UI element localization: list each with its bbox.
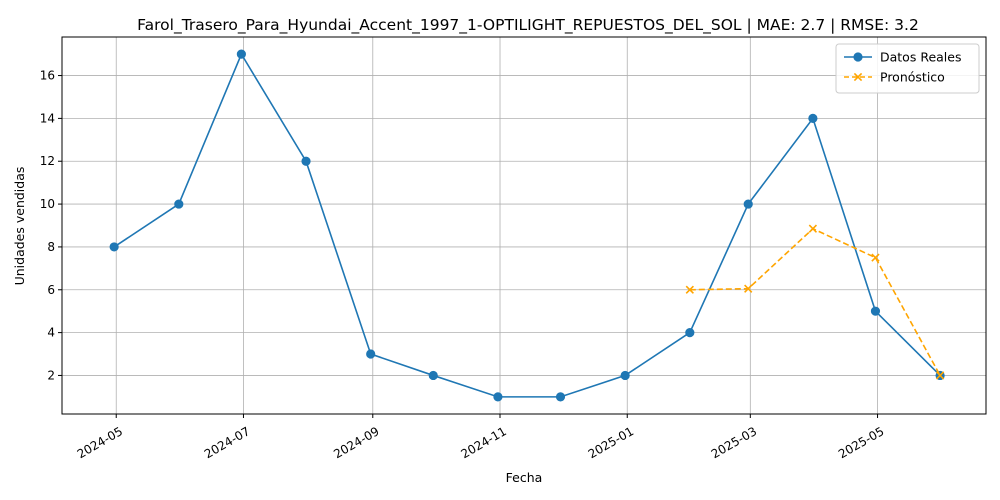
y-tick-label: 12 <box>40 154 55 168</box>
forecast-point <box>808 224 818 233</box>
x-tick-label: 2024-07 <box>202 424 252 461</box>
forecast-point <box>685 285 694 294</box>
legend-item: Datos Reales <box>844 50 961 65</box>
data-point <box>301 156 311 166</box>
y-tick-label: 2 <box>47 368 55 382</box>
y-axis: 2 4 6 8 10 12 14 16 <box>40 69 62 382</box>
data-point <box>428 370 438 381</box>
data-point <box>808 113 818 123</box>
y-tick-label: 6 <box>47 283 55 297</box>
x-tick-label: 2024-05 <box>75 424 125 461</box>
legend-item: Pronóstico <box>844 70 945 85</box>
x-tick-label: 2025-03 <box>709 424 759 461</box>
y-tick-label: 16 <box>40 69 55 83</box>
data-point <box>555 392 566 402</box>
chart-title: Farol_Trasero_Para_Hyundai_Accent_1997_1… <box>137 16 919 35</box>
forecast-point <box>871 253 880 262</box>
legend: Datos Reales Pronóstico <box>835 43 980 94</box>
x-tick-label: 2025-05 <box>836 424 886 461</box>
series-actual <box>109 49 945 402</box>
legend-label: Pronóstico <box>880 70 945 85</box>
data-point <box>743 199 753 209</box>
data-point <box>174 199 184 209</box>
y-axis-label: Unidades vendidas <box>12 167 27 286</box>
grid <box>62 37 986 414</box>
series-layer <box>109 49 945 402</box>
legend-label: Datos Reales <box>880 50 961 65</box>
data-point <box>236 49 246 59</box>
data-point <box>366 349 376 359</box>
data-point <box>109 242 119 252</box>
y-tick-label: 4 <box>47 326 55 340</box>
forecast-point <box>935 371 945 380</box>
y-tick-label: 8 <box>47 240 55 254</box>
x-axis: 2024-05 2024-07 2024-09 2024-11 2025-01 2025-… <box>75 414 886 461</box>
x-tick-label: 2024-11 <box>458 424 508 461</box>
x-axis-label: Fecha <box>506 470 543 485</box>
x-tick-label: 2024-09 <box>331 424 381 461</box>
series-line <box>113 52 941 398</box>
forecast-point <box>853 72 863 82</box>
y-tick-label: 14 <box>40 111 55 125</box>
data-point <box>853 52 863 62</box>
plot-frame <box>61 36 987 415</box>
data-point <box>493 392 503 402</box>
series-forecast <box>685 224 945 380</box>
data-point <box>685 328 695 338</box>
data-point <box>620 370 630 381</box>
y-tick-label: 10 <box>40 197 55 211</box>
data-point <box>870 306 881 316</box>
forecast-point <box>744 284 753 293</box>
x-tick-label: 2025-01 <box>586 424 636 461</box>
